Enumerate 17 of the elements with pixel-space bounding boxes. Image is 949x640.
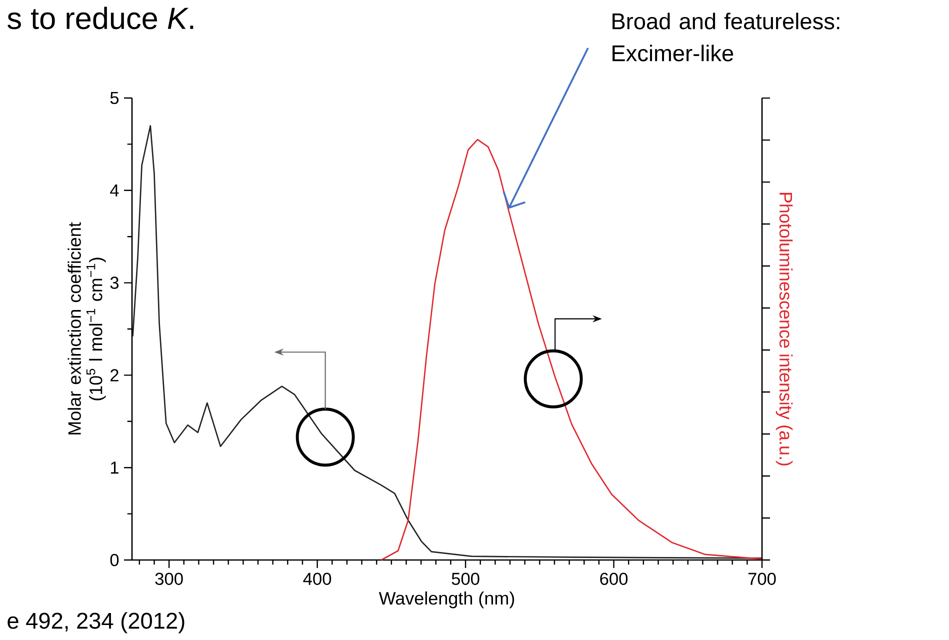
x-axis-title: Wavelength (nm): [378, 591, 514, 608]
y-tick-label: 2: [110, 369, 118, 382]
line-series: [380, 138, 763, 561]
y-tick-label: 3: [110, 276, 119, 289]
y2-axis-title: Photoluminescence intensity (a.u.): [776, 192, 793, 466]
y-tick-label: 1: [110, 462, 118, 474]
x-tick-label: 300: [155, 572, 183, 585]
y-tick-label: 4: [110, 184, 119, 196]
x-tick-label: 500: [452, 572, 480, 585]
x-tick-label: 600: [600, 572, 628, 585]
text: s to reduce K.: [8, 6, 194, 30]
annotation: Broad and featureless: Excimer-like: [612, 12, 840, 62]
y-tick-label: 0: [110, 554, 119, 566]
x-tick-label: 400: [303, 572, 332, 585]
x-tick-label: 700: [748, 572, 776, 585]
text: e 492, 234 (2012): [8, 612, 184, 634]
y-tick-label: 5: [110, 92, 119, 104]
